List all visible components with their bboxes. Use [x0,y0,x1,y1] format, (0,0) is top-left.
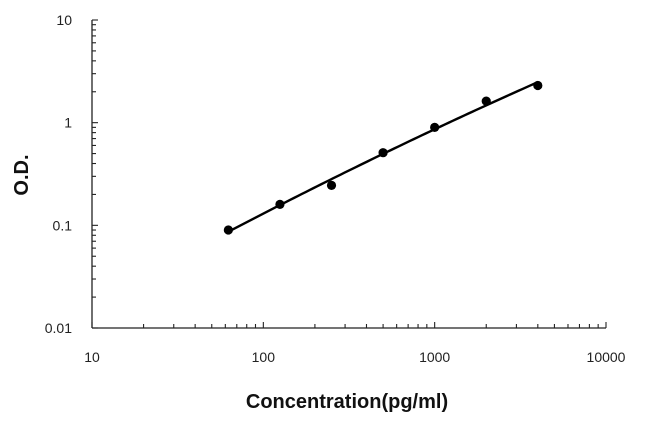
data-point [430,122,440,132]
y-axis-title: O.D. [11,154,33,195]
data-point [533,80,543,91]
data-point [326,180,337,190]
x-tick-labels: 10 100 1000 10000 [84,349,625,365]
y-tick-label: 0.01 [45,320,72,336]
data-point [275,199,285,209]
data-point [378,148,388,158]
data-point [481,96,491,106]
data-point [223,225,233,235]
x-tick-label: 10 [84,349,100,365]
axes [91,19,607,329]
data-points [223,80,543,235]
x-axis-title: Concentration(pg/ml) [246,391,448,413]
y-tick-labels: 0.01 0.1 1 10 [45,12,72,336]
x-tick-label: 10000 [587,349,626,365]
x-tick-label: 100 [252,349,276,365]
y-tick-label: 1 [64,115,72,131]
x-tick-label: 1000 [419,349,450,365]
y-tick-label: 0.1 [53,217,73,233]
y-tick-label: 10 [56,12,72,28]
